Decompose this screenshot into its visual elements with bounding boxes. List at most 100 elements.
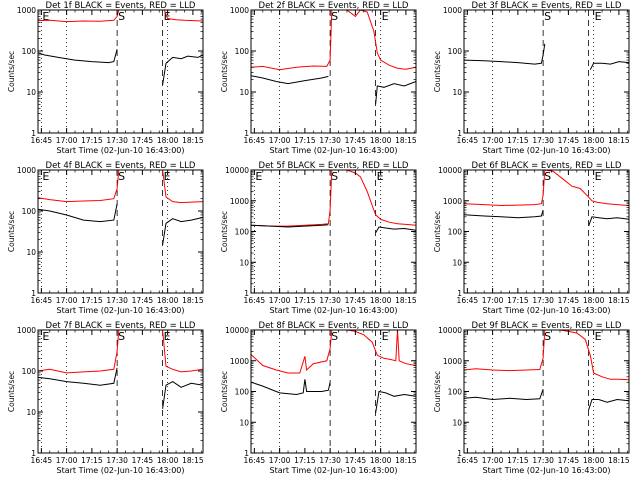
- y-tick-label: 10: [452, 258, 462, 267]
- x-tick-label: 17:45: [558, 296, 580, 305]
- x-axis-label: Start Time (02-Jun-10 16:43:00): [483, 466, 611, 475]
- y-tick-label: 100: [448, 388, 463, 397]
- y-axis-label: Counts/sec: [7, 371, 16, 412]
- panel-title: Det 6f BLACK = Events, RED = LLD: [472, 161, 622, 171]
- plot-frame: [250, 169, 417, 294]
- y-tick-label: 1: [31, 129, 36, 138]
- y-tick-label: 10: [239, 88, 249, 97]
- y-tick-label: 10000: [225, 326, 249, 335]
- x-axis-label: Start Time (02-Jun-10 16:43:00): [270, 306, 398, 315]
- y-tick-label: 10: [26, 88, 36, 97]
- x-tick-label: 18:15: [608, 296, 630, 305]
- marker-label: E: [255, 170, 262, 183]
- y-tick-label: 10000: [438, 166, 462, 175]
- x-tick-label: 16:45: [31, 456, 53, 465]
- x-tick-label: 17:00: [269, 136, 291, 145]
- x-tick-label: 17:30: [532, 296, 554, 305]
- lld-series-line: [37, 9, 120, 23]
- x-tick-label: 17:00: [269, 296, 291, 305]
- plot-frame: [37, 9, 204, 134]
- x-tick-label: 17:15: [294, 456, 316, 465]
- y-tick-label: 10: [26, 408, 36, 417]
- x-tick-label: 17:15: [507, 296, 529, 305]
- x-tick-label: 18:15: [182, 296, 204, 305]
- y-tick-label: 10: [239, 418, 249, 427]
- events-series-line: [463, 43, 546, 65]
- y-tick-label: 1000: [17, 166, 36, 175]
- y-axis-label: Counts/sec: [7, 211, 16, 252]
- x-tick-label: 18:00: [157, 296, 179, 305]
- x-tick-label: 17:30: [532, 456, 554, 465]
- lld-series-line: [250, 9, 417, 71]
- panel-title: Det 4f BLACK = Events, RED = LLD: [46, 161, 196, 171]
- y-tick-label: 1000: [443, 197, 462, 206]
- x-tick-label: 18:15: [608, 456, 630, 465]
- x-tick-label: 17:00: [482, 296, 504, 305]
- lld-series-line: [463, 169, 630, 207]
- x-axis-label: Start Time (02-Jun-10 16:43:00): [270, 146, 398, 155]
- y-tick-label: 100: [235, 228, 250, 237]
- y-tick-label: 1: [244, 449, 249, 458]
- events-series-line: [162, 216, 204, 245]
- marker-label: E: [42, 170, 49, 183]
- y-tick-label: 1000: [230, 6, 249, 15]
- x-tick-label: 17:30: [106, 136, 128, 145]
- x-tick-label: 18:00: [370, 296, 392, 305]
- x-tick-label: 17:30: [319, 456, 341, 465]
- marker-label: S: [331, 10, 338, 23]
- y-tick-label: 100: [22, 207, 37, 216]
- events-series-line: [375, 81, 417, 105]
- events-series-line: [37, 49, 118, 64]
- y-tick-label: 1: [31, 289, 36, 298]
- x-axis-label: Start Time (02-Jun-10 16:43:00): [57, 466, 185, 475]
- x-axis-label: Start Time (02-Jun-10 16:43:00): [270, 466, 398, 475]
- events-series-line: [375, 390, 417, 414]
- plot-frame: [250, 9, 417, 134]
- y-tick-label: 1000: [17, 326, 36, 335]
- y-tick-label: 10: [239, 258, 249, 267]
- x-tick-label: 17:15: [294, 136, 316, 145]
- plot-frame: [463, 329, 630, 454]
- y-tick-label: 1: [244, 129, 249, 138]
- panel-title: Det 2f BLACK = Events, RED = LLD: [259, 1, 409, 11]
- x-tick-label: 17:30: [532, 136, 554, 145]
- y-tick-label: 100: [235, 388, 250, 397]
- y-tick-label: 1: [244, 289, 249, 298]
- x-tick-label: 17:15: [81, 456, 103, 465]
- x-tick-label: 18:00: [583, 136, 605, 145]
- plot-frame: [37, 329, 204, 454]
- x-tick-label: 18:15: [608, 136, 630, 145]
- marker-label: E: [42, 10, 49, 23]
- marker-label: S: [544, 10, 551, 23]
- panel-title: Det 8f BLACK = Events, RED = LLD: [259, 321, 409, 331]
- panel-title: Det 1f BLACK = Events, RED = LLD: [46, 1, 196, 11]
- x-tick-label: 18:00: [157, 136, 179, 145]
- events-series-line: [588, 398, 630, 411]
- marker-label: S: [118, 330, 125, 343]
- y-tick-label: 10000: [438, 326, 462, 335]
- x-tick-label: 17:45: [345, 136, 367, 145]
- x-tick-label: 17:00: [269, 456, 291, 465]
- y-tick-label: 10: [452, 418, 462, 427]
- x-tick-label: 18:00: [370, 456, 392, 465]
- y-axis-label: Counts/sec: [220, 51, 229, 92]
- x-tick-label: 16:45: [457, 456, 479, 465]
- y-axis-label: Counts/sec: [433, 371, 442, 412]
- events-series-line: [588, 216, 630, 227]
- marker-label: S: [118, 170, 125, 183]
- y-tick-label: 1000: [17, 6, 36, 15]
- x-tick-label: 17:15: [507, 456, 529, 465]
- events-series-line: [250, 379, 331, 396]
- events-series-line: [375, 226, 417, 234]
- lld-series-line: [163, 9, 204, 22]
- x-tick-label: 17:45: [558, 456, 580, 465]
- y-tick-label: 1: [457, 289, 462, 298]
- lld-series-line: [162, 329, 204, 373]
